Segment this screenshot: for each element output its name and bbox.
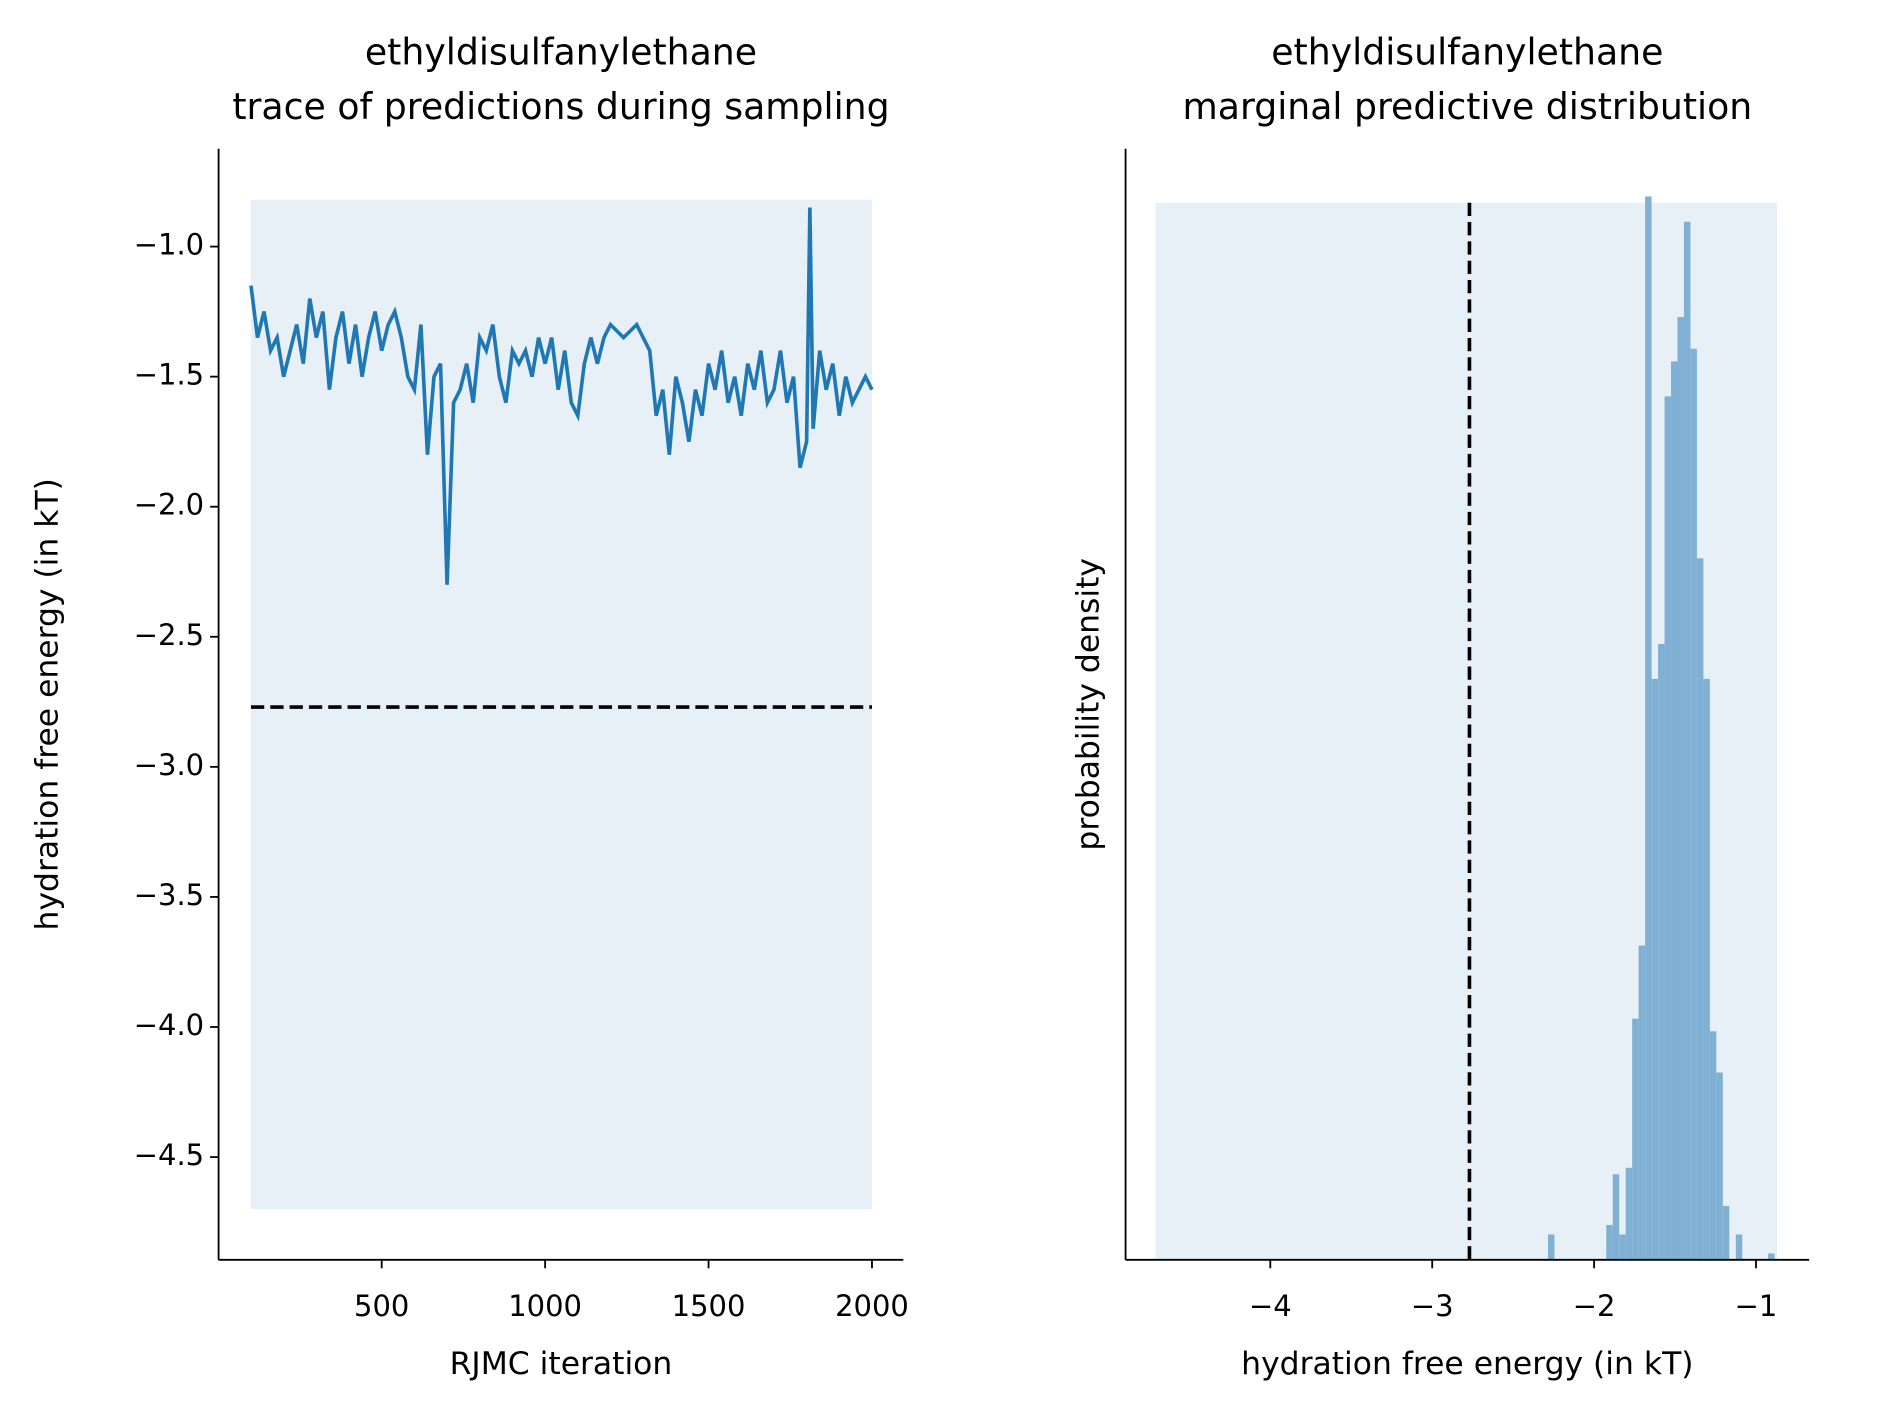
x-tick-label: 2000 [835,1289,909,1323]
histogram-bar [1703,678,1710,1260]
x-tick-label: −4 [1249,1289,1292,1323]
histogram-bar [1671,361,1678,1260]
x-tick-label: −3 [1411,1289,1454,1323]
histogram-bar [1547,1234,1555,1260]
histogram-bar [1606,1224,1613,1260]
x-tick-label: 500 [354,1289,409,1323]
x-axis-label: RJMC iteration [450,1346,673,1382]
histogram-bar [1638,945,1646,1260]
chart-title: trace of predictions during sampling [232,85,889,128]
chart-title: ethyldisulfanylethane [365,31,757,74]
x-axis-label: hydration free energy (in kT) [1241,1346,1693,1382]
y-tick-label: −4.0 [134,1008,204,1042]
histogram-bar [1696,558,1704,1260]
x-tick-label: 1000 [508,1289,582,1323]
histogram-bar [1735,1234,1743,1260]
y-tick-label: −1.5 [134,358,204,392]
chart-title: ethyldisulfanylethane [1271,31,1663,74]
histogram-bar [1690,348,1697,1260]
histogram-bar [1612,1174,1620,1260]
x-tick-label: −1 [1735,1289,1778,1323]
x-tick-label: 1500 [672,1289,746,1323]
y-tick-label: −3.0 [134,748,204,782]
y-tick-label: −3.5 [134,878,204,912]
histogram-bar [1658,643,1665,1260]
histogram-bar [1709,1031,1717,1260]
histogram-bar [1645,196,1652,1260]
histogram-bar [1632,1018,1639,1260]
y-tick-label: −2.0 [134,488,204,522]
y-tick-label: −4.5 [134,1138,204,1172]
histogram-bar [1664,396,1672,1260]
histogram-bar [1683,221,1691,1260]
x-tick-label: −2 [1573,1289,1616,1323]
histogram-bar [1619,1234,1626,1260]
histogram-bar [1716,1072,1723,1260]
histogram-bar [1722,1205,1730,1260]
y-axis-label: probability density [1070,558,1106,851]
chart-title: marginal predictive distribution [1182,85,1752,128]
y-axis-label: hydration free energy (in kT) [29,478,65,930]
histogram-bar [1625,1167,1633,1260]
trace-line [249,207,874,585]
histogram-bar [1651,678,1659,1260]
y-tick-label: −2.5 [134,618,204,652]
y-tick-label: −1.0 [134,228,204,262]
histogram-bar [1677,317,1684,1260]
histogram-bar [1768,1253,1775,1260]
